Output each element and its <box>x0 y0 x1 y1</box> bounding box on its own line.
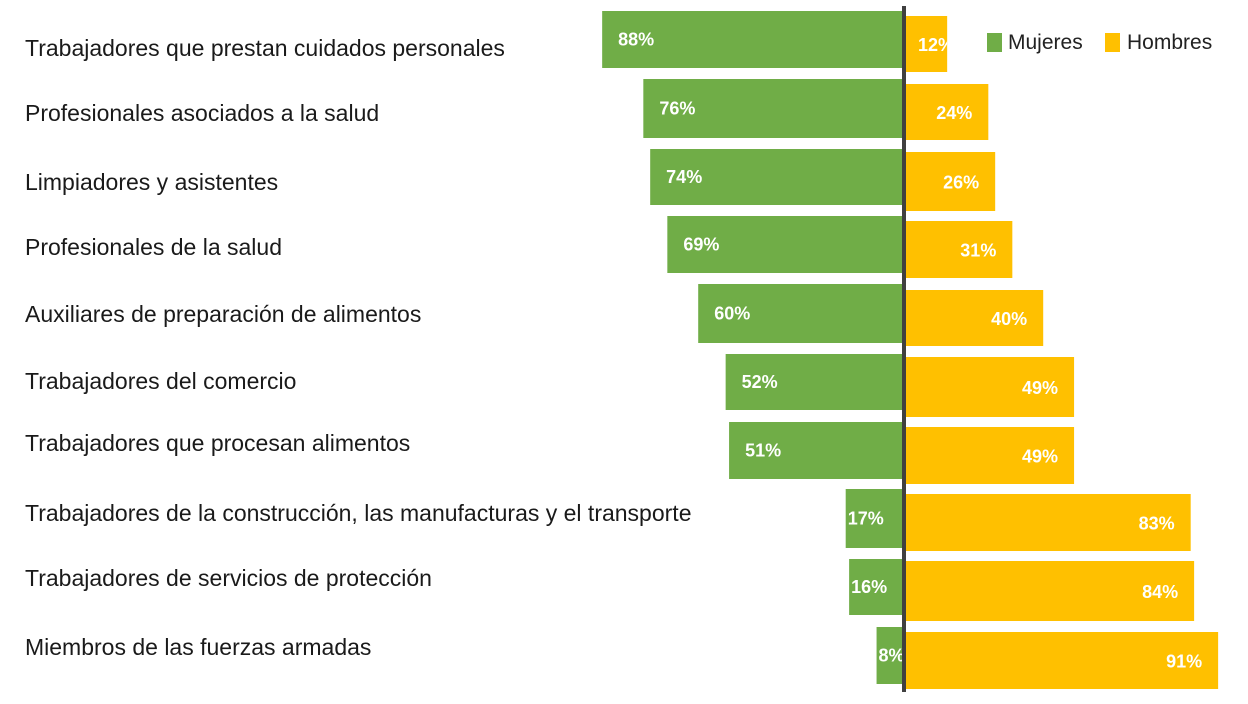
data-label-mujeres: 52% <box>742 372 778 392</box>
data-label-hombres: 40% <box>991 309 1027 329</box>
category-label: Trabajadores del comercio <box>25 368 296 394</box>
bar-mujeres <box>667 216 904 273</box>
category-label: Profesionales asociados a la salud <box>25 100 379 126</box>
data-label-mujeres: 17% <box>848 509 884 529</box>
bar-hombres <box>906 84 989 140</box>
legend-swatch-mujeres <box>987 33 1002 52</box>
data-label-hombres: 49% <box>1022 447 1058 467</box>
data-label-mujeres: 69% <box>683 235 719 255</box>
legend-label-mujeres: Mujeres <box>1008 31 1083 54</box>
bar-hombres <box>906 290 1044 346</box>
bar-hombres <box>906 16 948 72</box>
data-label-mujeres: 76% <box>659 99 695 119</box>
category-label: Trabajadores que prestan cuidados person… <box>25 35 505 61</box>
category-label: Auxiliares de preparación de alimentos <box>25 301 421 327</box>
data-label-mujeres: 8% <box>879 646 905 666</box>
bar-hombres <box>906 221 1013 278</box>
bar-mujeres <box>725 354 904 410</box>
bar-mujeres <box>729 422 904 479</box>
bar-mujeres <box>849 559 904 615</box>
bar-hombres <box>906 152 996 211</box>
bar-hombres <box>906 632 1219 689</box>
category-label: Trabajadores de la construcción, las man… <box>25 500 691 526</box>
data-label-hombres: 12% <box>918 35 954 55</box>
category-label: Miembros de las fuerzas armadas <box>25 634 371 660</box>
bar-mujeres <box>845 489 904 548</box>
bar-hombres <box>906 561 1195 621</box>
data-label-hombres: 91% <box>1166 652 1202 672</box>
category-label: Limpiadores y asistentes <box>25 169 278 195</box>
data-label-hombres: 84% <box>1142 582 1178 602</box>
legend-label-hombres: Hombres <box>1127 31 1212 54</box>
bar-hombres <box>906 427 1075 484</box>
data-label-mujeres: 60% <box>714 304 750 324</box>
data-label-hombres: 83% <box>1139 514 1175 534</box>
data-label-hombres: 24% <box>936 103 972 123</box>
legend-swatch-hombres <box>1105 33 1120 52</box>
bar-mujeres <box>876 627 904 684</box>
bar-hombres <box>906 357 1075 417</box>
category-label: Profesionales de la salud <box>25 234 282 260</box>
category-label: Trabajadores de servicios de protección <box>25 565 432 591</box>
data-label-mujeres: 51% <box>745 441 781 461</box>
bar-mujeres <box>643 79 904 138</box>
category-label: Trabajadores que procesan alimentos <box>25 430 410 456</box>
data-label-mujeres: 74% <box>666 167 702 187</box>
data-label-hombres: 26% <box>943 173 979 193</box>
data-label-mujeres: 88% <box>618 30 654 50</box>
data-label-mujeres: 16% <box>851 577 887 597</box>
bar-mujeres <box>650 149 904 205</box>
data-label-hombres: 31% <box>960 241 996 261</box>
bar-mujeres <box>602 11 904 68</box>
bar-hombres <box>906 494 1191 551</box>
bar-mujeres <box>698 284 904 343</box>
data-label-hombres: 49% <box>1022 378 1058 398</box>
